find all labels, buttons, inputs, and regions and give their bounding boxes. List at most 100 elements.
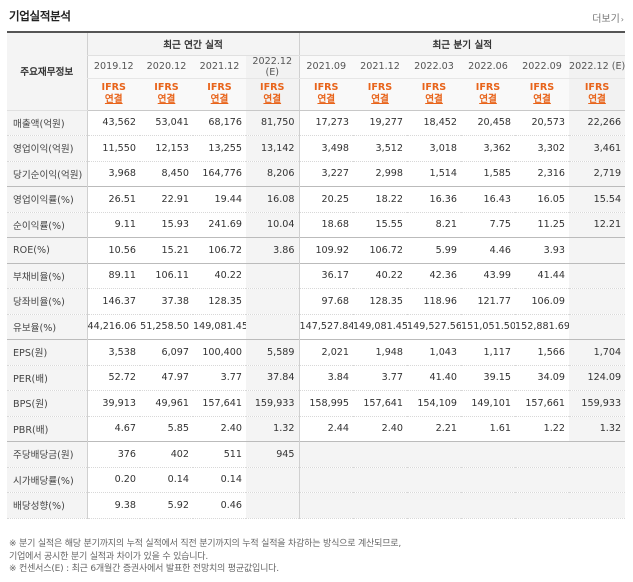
quarter-value-cell (515, 492, 570, 519)
ifrs-header-cell: IFRS 연결 (353, 78, 408, 111)
annual-value-cell: 4.67 (86, 416, 140, 442)
quarter-value-cell (569, 467, 626, 493)
annual-period-header: 2020.12 (140, 55, 193, 79)
row-label[interactable]: 당기순이익(억원) (7, 161, 87, 187)
annual-value-cell (246, 492, 300, 519)
row-label[interactable]: 매출액(억원) (7, 110, 87, 136)
quarter-value-cell: 36.17 (298, 262, 354, 289)
ifrs-header-cell: IFRS 연결 (407, 78, 462, 111)
quarter-value-cell: 1,585 (461, 161, 516, 187)
more-link[interactable]: 더보기› (592, 10, 624, 25)
quarter-value-cell: 11.25 (515, 212, 570, 238)
ifrs-header-cell: IFRS 연결 (569, 78, 626, 111)
annual-value-cell: 37.84 (246, 365, 300, 391)
annual-value-cell: 146.37 (86, 288, 140, 315)
consolidated-label: 연결 (371, 94, 389, 105)
row-label[interactable]: 영업이익률(%) (7, 186, 87, 213)
quarter-value-cell: 16.05 (515, 186, 570, 213)
quarter-value-cell: 5.99 (407, 237, 462, 264)
footnote-line: 기업에서 공시한 분기 실적과 차이가 있을 수 있습니다. (9, 551, 209, 562)
quarter-value-cell: 2,998 (353, 161, 408, 187)
corner-label: 주요재무정보 (7, 31, 87, 111)
annual-value-cell: 402 (140, 441, 193, 468)
quarter-value-cell: 151,051.50 (461, 314, 516, 340)
row-label[interactable]: EPS(원) (7, 339, 87, 366)
quarter-value-cell: 109.92 (298, 237, 354, 264)
table-row: 배당성향(%) 9.38 5.92 0.46 (7, 492, 626, 519)
quarter-value-cell: 124.09 (569, 365, 626, 391)
row-label[interactable]: 당좌비율(%) (7, 288, 87, 315)
quarter-value-cell (298, 441, 354, 468)
annual-period-header: 2021.12 (193, 55, 246, 79)
quarter-value-cell: 41.40 (407, 365, 462, 391)
quarter-value-cell: 1,704 (569, 339, 626, 366)
table-row: BPS(원) 39,913 49,961 157,641 159,933 158,995 1… (7, 390, 626, 417)
row-label[interactable]: 순이익률(%) (7, 212, 87, 238)
quarter-value-cell: 22,266 (569, 110, 626, 136)
quarter-period-header: 2022.12 (E) (569, 55, 626, 79)
row-label[interactable]: 주당배당금(원) (7, 441, 87, 468)
row-label[interactable]: ROE(%) (7, 237, 87, 264)
quarter-value-cell: 1,043 (407, 339, 462, 366)
row-label[interactable]: 시가배당률(%) (7, 467, 87, 493)
table-row: 매출액(억원) 43,562 53,041 68,176 81,750 17,273 19,… (7, 110, 626, 136)
annual-value-cell: 9.11 (86, 212, 140, 238)
quarter-value-cell (515, 467, 570, 493)
annual-value-cell: 44,216.06 (86, 314, 140, 340)
table-row: 당좌비율(%) 146.37 37.38 128.35 97.68 128.35 118.9… (7, 288, 626, 315)
annual-value-cell: 3,538 (86, 339, 140, 366)
quarter-value-cell: 3,227 (298, 161, 354, 187)
annual-value-cell: 11,550 (86, 135, 140, 162)
quarter-period-header: 2022.03 (407, 55, 462, 79)
quarter-value-cell: 1,117 (461, 339, 516, 366)
annual-value-cell: 2.40 (193, 416, 246, 442)
annual-value-cell: 128.35 (193, 288, 246, 315)
annual-value-cell: 149,081.45 (193, 314, 246, 340)
annual-value-cell: 511 (193, 441, 246, 468)
row-label[interactable]: 부채비율(%) (7, 262, 87, 289)
annual-value-cell: 106.72 (193, 237, 246, 264)
row-label[interactable]: PER(배) (7, 365, 87, 391)
quarter-value-cell: 1,514 (407, 161, 462, 187)
ifrs-label: IFRS (475, 82, 501, 93)
quarter-value-cell: 149,101 (461, 390, 516, 417)
row-label[interactable]: 배당성향(%) (7, 492, 87, 519)
quarter-value-cell: 20.25 (298, 186, 354, 213)
quarter-value-cell (407, 441, 462, 468)
quarter-value-cell: 34.09 (515, 365, 570, 391)
quarter-value-cell: 3.84 (298, 365, 354, 391)
quarter-value-cell: 2.44 (298, 416, 354, 442)
quarter-value-cell: 15.55 (353, 212, 408, 238)
quarter-value-cell: 118.96 (407, 288, 462, 315)
row-label[interactable]: 유보율(%) (7, 314, 87, 340)
quarter-value-cell: 152,881.69 (515, 314, 570, 340)
quarter-value-cell: 128.35 (353, 288, 408, 315)
quarter-value-cell: 121.77 (461, 288, 516, 315)
annual-value-cell: 164,776 (193, 161, 246, 187)
quarter-value-cell: 7.75 (461, 212, 516, 238)
row-label[interactable]: 영업이익(억원) (7, 135, 87, 162)
quarter-value-cell: 17,273 (298, 110, 354, 136)
quarter-value-cell (407, 467, 462, 493)
consolidated-label: 연결 (317, 94, 336, 105)
ifrs-label: IFRS (154, 82, 179, 93)
quarter-period-header: 2021.09 (298, 55, 354, 79)
quarter-value-cell: 42.36 (407, 262, 462, 289)
ifrs-label: IFRS (101, 82, 126, 93)
annual-value-cell: 26.51 (86, 186, 140, 213)
quarter-value-cell: 4.46 (461, 237, 516, 264)
row-label[interactable]: PBR(배) (7, 416, 87, 442)
annual-value-cell: 15.21 (140, 237, 193, 264)
annual-value-cell: 9.38 (86, 492, 140, 519)
table-row: 시가배당률(%) 0.20 0.14 0.14 (7, 467, 626, 493)
row-label[interactable]: BPS(원) (7, 390, 87, 417)
annual-value-cell: 5.92 (140, 492, 193, 519)
period-header-row: 2019.12 2020.12 2021.12 2022.12 (E) 2021.09 2… (7, 55, 626, 79)
quarter-value-cell: 2,316 (515, 161, 570, 187)
annual-value-cell: 8,206 (246, 161, 300, 187)
annual-value-cell: 8,450 (140, 161, 193, 187)
annual-value-cell (246, 467, 300, 493)
annual-value-cell: 13,255 (193, 135, 246, 162)
ifrs-label: IFRS (421, 82, 447, 93)
ifrs-header-cell: IFRS 연결 (140, 78, 193, 111)
